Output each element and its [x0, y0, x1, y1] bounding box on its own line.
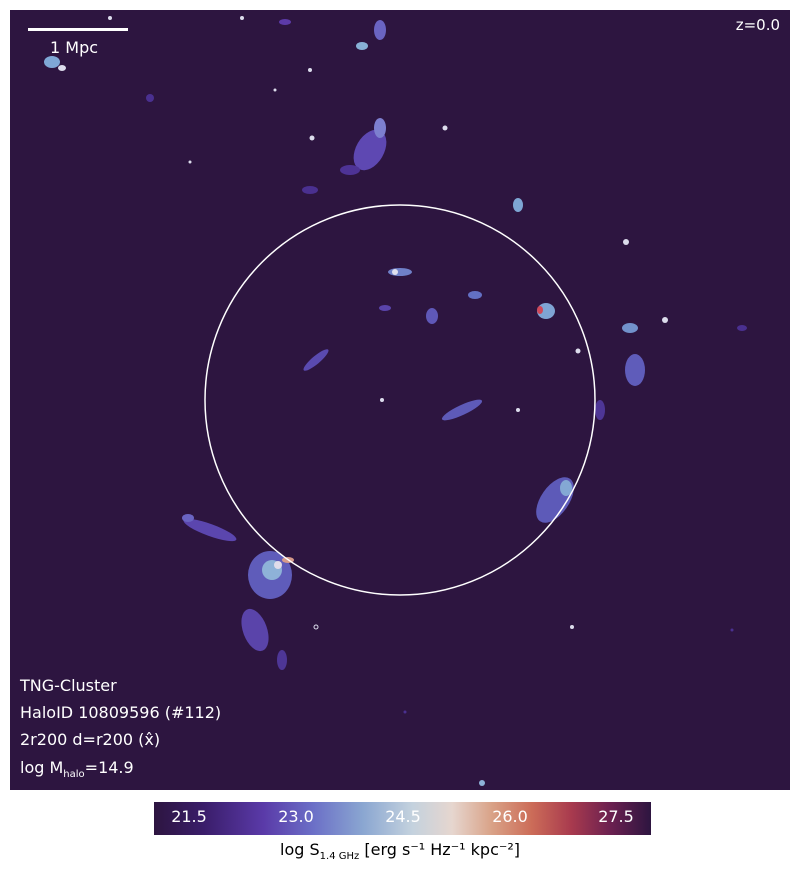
colorbar-tick: 21.5: [171, 807, 207, 826]
radio-emission-map: z=0.0 1 Mpc TNG-Cluster HaloID 10809596 …: [10, 10, 790, 790]
redshift-label: z=0.0: [735, 16, 780, 34]
scalebar-line: [28, 28, 128, 31]
projection-label: 2r200 d=r200 (x̂): [20, 730, 161, 749]
emission-blobs: [44, 16, 747, 786]
colorbar-tick: 24.5: [385, 807, 421, 826]
scalebar-label: 1 Mpc: [50, 38, 99, 57]
r200-circle: [204, 204, 596, 596]
colorbar-label: log S1.4 GHz [erg s⁻¹ Hz⁻¹ kpc⁻²]: [0, 840, 800, 862]
mass-prefix: log M: [20, 758, 64, 777]
colorbar-tick: 27.5: [598, 807, 634, 826]
simulation-label: TNG-Cluster: [20, 676, 117, 695]
halo-mass-label: log Mhalo=14.9: [20, 758, 134, 780]
colorbar-label-prefix: log S: [280, 840, 320, 859]
mass-subscript: halo: [63, 769, 85, 781]
mass-value: =14.9: [84, 758, 134, 777]
halo-id-label: HaloID 10809596 (#112): [20, 703, 222, 722]
colorbar-tick: 23.0: [278, 807, 314, 826]
colorbar-tick: 26.0: [492, 807, 528, 826]
colorbar-label-units: [erg s⁻¹ Hz⁻¹ kpc⁻²]: [359, 840, 520, 859]
map-svg: [44, 16, 747, 786]
colorbar-label-subscript: 1.4 GHz: [319, 851, 360, 863]
colorbar: 21.5 23.0 24.5 26.0 27.5: [154, 802, 651, 835]
